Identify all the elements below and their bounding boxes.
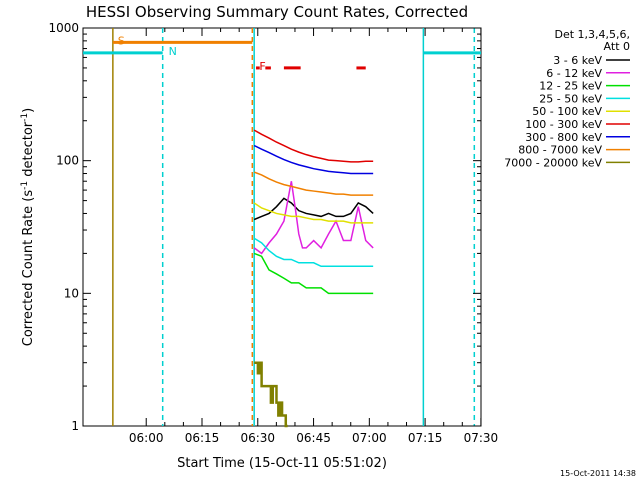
series (253, 129, 374, 428)
marker-label-n: N (169, 45, 177, 58)
legend-label-7: 800 - 7000 keV (518, 144, 602, 157)
y-tick-label-1: 10 (64, 286, 79, 300)
y-axis-label-mid: detector (21, 121, 36, 181)
timestamp-stamp: 15-Oct-2011 14:38 (560, 469, 636, 478)
y-axis-label-sup2: -1 (20, 113, 30, 122)
y-axis-label-end: ) (21, 108, 36, 113)
y-axis-label-main: Corrected Count Rate (s (21, 190, 36, 347)
series-3 (253, 237, 374, 268)
series-0 (253, 197, 374, 221)
chart-title: HESSI Observing Summary Count Rates, Cor… (86, 3, 468, 21)
y-tick-label-2: 100 (56, 154, 79, 168)
legend-label-0: 3 - 6 keV (553, 54, 602, 67)
series-1 (253, 181, 374, 255)
legend-header-1: Det 1,3,4,5,6, (554, 28, 630, 41)
markers: S N F (83, 34, 481, 73)
x-tick-label-5: 07:15 (408, 431, 443, 445)
y-axis-label-sup1: -1 (20, 181, 30, 190)
series-4 (253, 202, 374, 224)
series-7 (253, 171, 374, 196)
legend-label-3: 25 - 50 keV (539, 92, 602, 105)
y-axis-label: Corrected Count Rate (s-1 detector-1) (20, 108, 36, 346)
x-tick-label-4: 07:00 (352, 431, 387, 445)
x-tick-label-2: 06:30 (240, 431, 275, 445)
x-tick-label-6: 07:30 (464, 431, 499, 445)
plot-frame (82, 27, 482, 427)
vlines (112, 28, 476, 426)
legend-label-5: 100 - 300 keV (525, 118, 602, 131)
legend-label-1: 6 - 12 keV (546, 67, 602, 80)
axis-ticks: 06:00 06:15 06:30 06:45 07:00 07:15 07:30 1 10 10… (48, 21, 498, 445)
legend-header-2: Att 0 (604, 40, 630, 53)
x-tick-label-1: 06:15 (185, 431, 220, 445)
series-2 (253, 252, 374, 295)
marker-label-f: F (259, 60, 265, 73)
legend-label-8: 7000 - 20000 keV (504, 156, 602, 169)
legend-label-2: 12 - 25 keV (539, 80, 602, 93)
legend-label-4: 50 - 100 keV (532, 105, 602, 118)
y-tick-label-3: 1000 (48, 21, 79, 35)
series-8 (254, 361, 288, 428)
legend-label-6: 300 - 800 keV (525, 131, 602, 144)
series-6 (253, 144, 374, 175)
series-5 (253, 129, 374, 163)
y-tick-label-0: 1 (71, 419, 79, 433)
x-tick-label-0: 06:00 (129, 431, 164, 445)
x-tick-label-3: 06:45 (296, 431, 331, 445)
x-axis-label: Start Time (15-Oct-11 05:51:02) (177, 456, 387, 471)
marker-label-s: S (118, 34, 125, 47)
